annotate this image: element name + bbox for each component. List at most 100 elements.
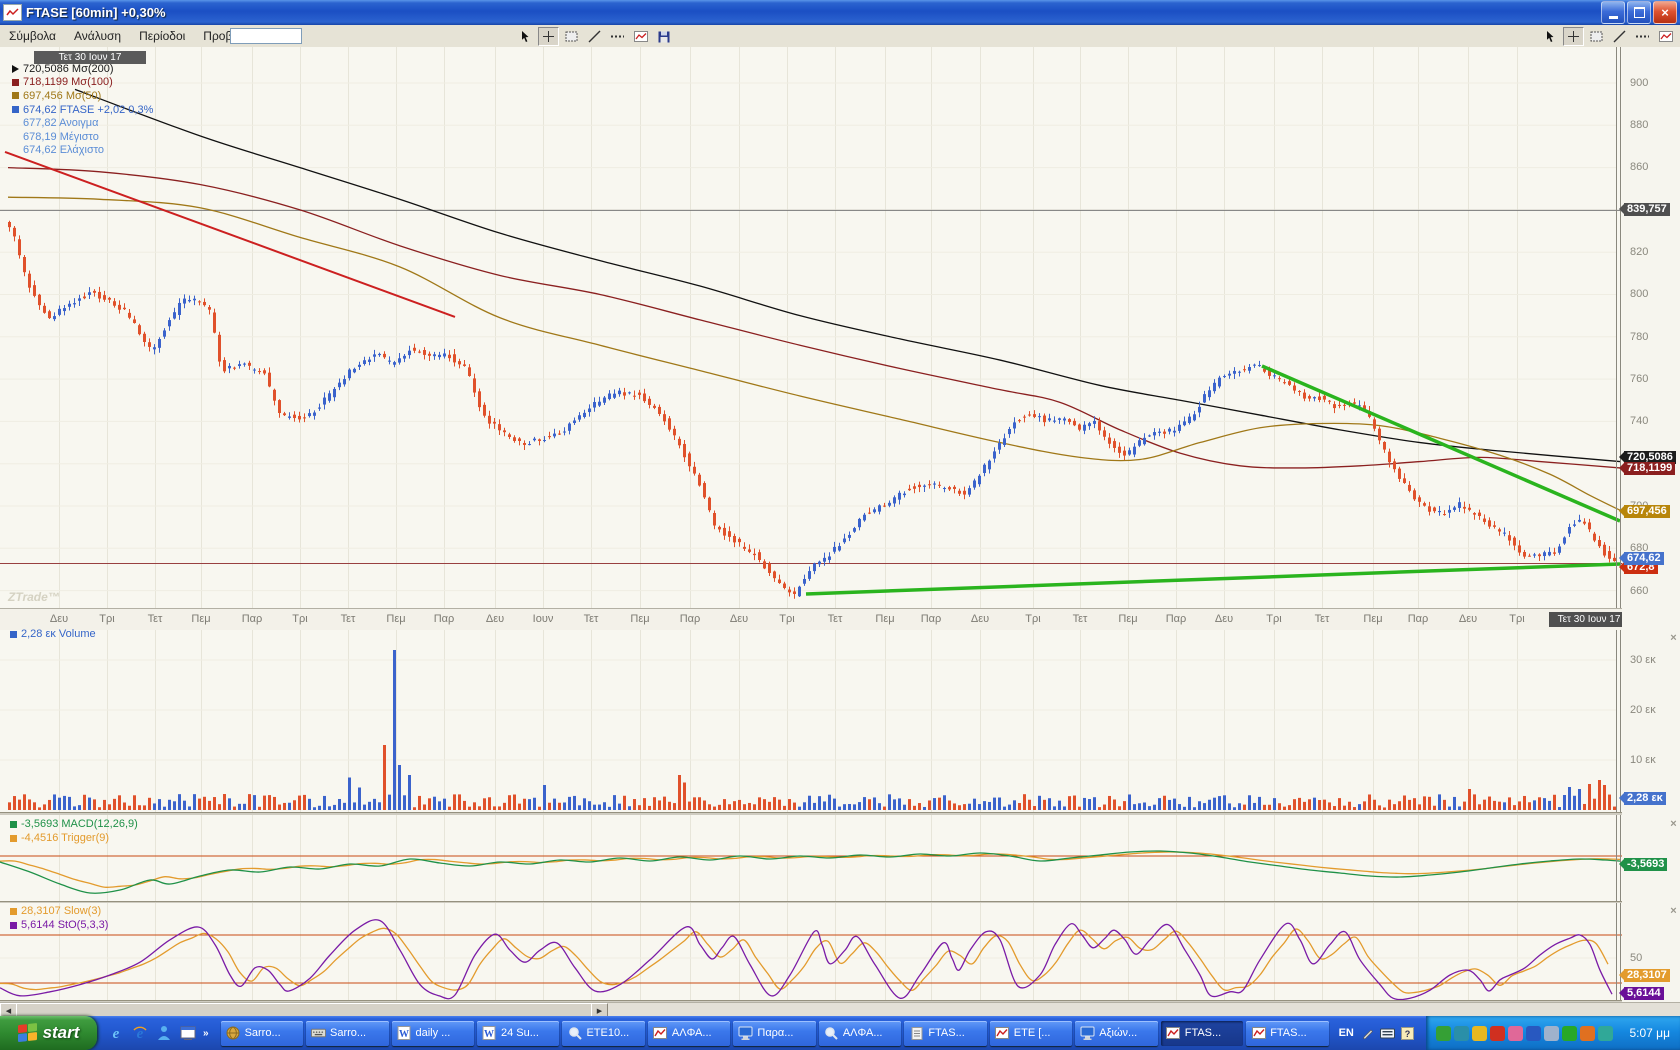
axis-value-tag: 718,1199	[1618, 462, 1676, 475]
date-label: Παρ	[679, 613, 701, 625]
chart-tool-icon[interactable]	[1655, 27, 1676, 46]
menu-Σύμβολα[interactable]: Σύμβολα	[9, 29, 56, 43]
crosshair-tool-icon[interactable]	[1563, 27, 1584, 46]
slow-stoch-legend: 28,3107 Slow(3)	[10, 905, 101, 917]
crosshair-tool-icon[interactable]	[538, 27, 559, 46]
task-button-παρα[interactable]: Παρα...	[733, 1020, 816, 1046]
magnifier-icon	[567, 1026, 582, 1041]
close-button[interactable]: ×	[1653, 1, 1677, 24]
keyboard-layout-icon[interactable]	[1380, 1025, 1396, 1041]
scroll-right-button[interactable]: ▶	[591, 1003, 608, 1018]
restore-button[interactable]	[1627, 1, 1651, 24]
task-button-ftas[interactable]: FTAS...	[904, 1020, 987, 1046]
symbol-input[interactable]	[230, 28, 302, 44]
show-desktop-icon[interactable]	[179, 1025, 196, 1042]
volume-icon[interactable]	[1543, 1025, 1559, 1041]
axis-tick-label: 740	[1630, 415, 1649, 427]
start-button[interactable]: start	[0, 1016, 97, 1050]
menu-Περίοδοι[interactable]: Περίοδοι	[139, 29, 186, 43]
cursor-tool-icon[interactable]	[1540, 27, 1561, 46]
dashed-line-tool-icon[interactable]	[607, 27, 628, 46]
task-button-ετε[interactable]: ΕΤΕ [...	[989, 1020, 1073, 1046]
pen-icon[interactable]	[1360, 1025, 1376, 1041]
region-tool-icon[interactable]	[1586, 27, 1607, 46]
macd-panel[interactable]	[0, 815, 1622, 901]
axis-value-tag: 5,6144	[1619, 987, 1664, 1000]
monitor-icon	[1080, 1026, 1095, 1041]
date-label: Τρι	[1025, 613, 1041, 625]
panel-close-icon[interactable]: ×	[1670, 818, 1677, 830]
cursor-tool-icon[interactable]	[515, 27, 536, 46]
messenger-icon[interactable]	[1507, 1025, 1523, 1041]
watermark: ZTrade™	[8, 590, 60, 604]
panel-close-icon[interactable]: ×	[1670, 632, 1677, 644]
messenger-person-icon[interactable]	[155, 1025, 172, 1042]
globe-icon	[226, 1026, 241, 1041]
date-label: Πεμ	[191, 613, 211, 625]
date-label: Δευ	[485, 613, 505, 625]
axis-tick-label: 860	[1630, 161, 1649, 173]
date-label: Δευ	[729, 613, 749, 625]
antivirus-shield-icon[interactable]	[1435, 1025, 1451, 1041]
date-label: Τετ	[340, 613, 356, 625]
language-indicator[interactable]: EN	[1338, 1027, 1354, 1039]
date-label: Δευ	[1458, 613, 1478, 625]
security-alert-icon[interactable]	[1471, 1025, 1487, 1041]
date-label: Τετ	[1072, 613, 1088, 625]
modem-icon[interactable]	[1597, 1025, 1613, 1041]
date-label: Τρι	[1509, 613, 1525, 625]
overflow-chevron-icon[interactable]: »	[203, 1027, 209, 1039]
legend-entry: 697,456 Μσ(50)	[12, 89, 153, 103]
axis-value-tag: 28,3107	[1619, 969, 1670, 982]
axis-value-tag: 674,62	[1619, 552, 1664, 565]
main-price-chart[interactable]	[0, 47, 1622, 608]
date-label: Παρ	[1165, 613, 1187, 625]
browser-icon[interactable]: e	[131, 1025, 148, 1042]
msi-icon[interactable]	[1579, 1025, 1595, 1041]
svg-text:e: e	[112, 1026, 119, 1041]
legend-entry: 677,82 Ανοιγμα	[23, 117, 99, 130]
r-app-icon[interactable]	[1525, 1025, 1541, 1041]
panel-close-icon[interactable]: ×	[1670, 905, 1677, 917]
region-tool-icon[interactable]	[561, 27, 582, 46]
menu-Ανάλυση[interactable]: Ανάλυση	[74, 29, 122, 43]
task-button-αλφα[interactable]: ΑΛΦΑ...	[647, 1020, 731, 1046]
date-label: Παρ	[241, 613, 263, 625]
ie-icon[interactable]: e	[107, 1025, 124, 1042]
menubar: Σύμβολα Ανάλυση Περίοδοι Προβολή	[0, 25, 1680, 48]
stoch-legend: 5,6144 StO(5,3,3)	[10, 919, 108, 931]
stochastic-panel[interactable]	[0, 903, 1622, 1000]
update-icon[interactable]	[1489, 1025, 1505, 1041]
date-label: Πεμ	[630, 613, 650, 625]
minimize-button[interactable]	[1601, 1, 1625, 24]
network-icon[interactable]	[1453, 1025, 1469, 1041]
date-axis: Δευ Τρι Τετ Πεμ Παρ Τρι Τετ Πεμ Παρ Δευ Ιουν Τετ Πεμ…	[0, 608, 1680, 632]
legend-entry: 674,62 FTASE +2,02 0,3%	[12, 103, 153, 117]
task-button-sarro[interactable]: Sarro...	[220, 1020, 304, 1046]
task-button-ftas[interactable]: FTAS...	[1160, 1020, 1244, 1046]
dashed-line-tool-icon[interactable]	[1632, 27, 1653, 46]
spybot-icon[interactable]	[1561, 1025, 1577, 1041]
task-button-αλφα[interactable]: ΑΛΦΑ...	[818, 1020, 902, 1046]
legend-entry: 674,62 Ελάχιστο	[23, 144, 105, 157]
svg-text:W: W	[484, 1029, 494, 1040]
horizontal-scrollbar[interactable]: ◀ ▶	[0, 1002, 1680, 1018]
trendline-tool-icon[interactable]	[584, 27, 605, 46]
save-tool-icon[interactable]	[653, 27, 674, 46]
volume-panel[interactable]	[0, 630, 1622, 812]
task-button-αξιν[interactable]: Αξιών...	[1075, 1020, 1158, 1046]
task-button-ετε10[interactable]: ΕΤΕ10...	[562, 1020, 645, 1046]
date-label: Παρ	[920, 613, 942, 625]
task-button-24su[interactable]: W 24 Su...	[476, 1020, 560, 1046]
task-button-ftas[interactable]: FTAS...	[1246, 1020, 1329, 1046]
svg-text:e: e	[136, 1026, 143, 1041]
app-icon	[3, 4, 22, 21]
magnifier-icon	[824, 1026, 839, 1041]
task-button-sarro[interactable]: Sarro...	[306, 1020, 389, 1046]
trendline-tool-icon[interactable]	[1609, 27, 1630, 46]
help-icon[interactable]: ?	[1400, 1025, 1416, 1041]
chart-tool-icon[interactable]	[630, 27, 651, 46]
